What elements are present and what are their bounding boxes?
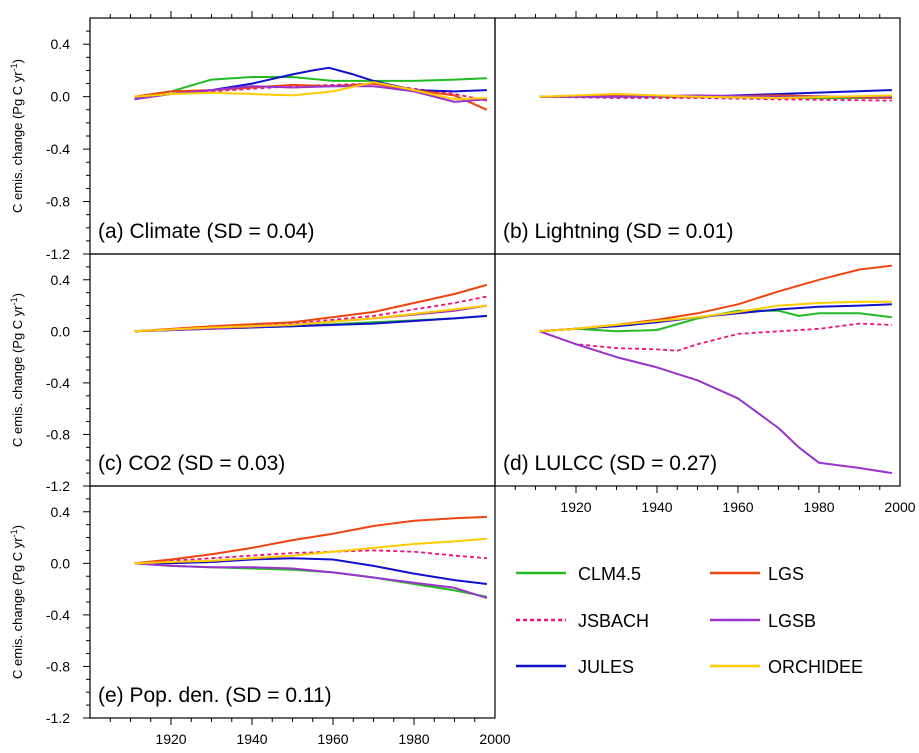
x-tick-label: 1940 — [641, 499, 672, 515]
y-axis-label: C emis. change (Pg C yr-1) — [9, 59, 25, 213]
y-axis-label: C emis. change (Pg C yr-1) — [9, 293, 25, 447]
series-line-clm45 — [539, 309, 893, 333]
series-line-lgs — [539, 264, 893, 333]
series-line-clm45 — [134, 76, 487, 98]
series-line-lgsb — [134, 85, 487, 103]
panel-frame — [89, 17, 496, 255]
x-tick-label: 2000 — [884, 499, 915, 515]
y-tick-label: 0.0 — [51, 89, 71, 105]
legend-label: JSBACH — [578, 611, 649, 631]
series-line-jules — [134, 557, 488, 585]
legend-label: LGS — [768, 564, 804, 584]
panel-a: -1.2 -0.8 -0.4 0.0 0.4 C emis. change (Pg C y… — [9, 11, 496, 262]
y-tick-label: -1.2 — [46, 478, 70, 494]
panel-d: 1920 1940 1960 1980 2000 (d) LULCC (SD = 0.27… — [494, 253, 916, 515]
legend-label: CLM4.5 — [578, 564, 641, 584]
series-line-orchidee — [134, 81, 487, 101]
panel-title: (a) Climate (SD = 0.04) — [98, 220, 314, 243]
panel-e: 1920 1940 1960 1980 2000 -1.2 -0.8 -0.4 0.0 0.4 C … — [9, 485, 511, 747]
series-line-orchidee — [134, 304, 488, 333]
series-line-lgs — [134, 515, 487, 565]
y-tick-label: 0.4 — [51, 36, 71, 52]
legend-label: JULES — [578, 657, 634, 677]
x-tick-label: 1980 — [398, 731, 429, 747]
series-line-orchidee — [539, 300, 892, 333]
x-tick-label: 2000 — [479, 731, 510, 747]
x-tick-label: 1980 — [803, 499, 834, 515]
series-line-orchidee — [539, 93, 892, 99]
series-line-orchidee — [134, 537, 487, 565]
y-tick-label: -1.2 — [46, 246, 70, 262]
panel-c: -1.2 -0.8 -0.4 0.0 0.4 C emis. change (Pg C y… — [9, 253, 496, 494]
panel-title: (b) Lightning (SD = 0.01) — [503, 220, 734, 243]
series-line-clm45 — [134, 562, 488, 598]
y-tick-label: 0.4 — [51, 504, 71, 520]
x-tick-label: 1960 — [722, 499, 753, 515]
legend-item: ORCHIDEE — [710, 657, 863, 677]
y-tick-label: 0.0 — [51, 555, 71, 571]
y-tick-label: -1.2 — [46, 710, 70, 726]
y-axis-label: C emis. change (Pg C yr-1) — [9, 525, 25, 679]
y-tick-label: -0.8 — [46, 658, 70, 674]
series-line-jsbach — [539, 322, 892, 352]
x-tick-label: 1960 — [317, 731, 348, 747]
y-tick-label: -0.4 — [46, 141, 70, 157]
panel-b: (b) Lightning (SD = 0.01) — [494, 11, 901, 255]
y-tick-label: 0.0 — [51, 323, 71, 339]
legend-label: ORCHIDEE — [768, 657, 863, 677]
y-tick-label: -0.8 — [46, 194, 70, 210]
legend-item: LGSB — [710, 611, 816, 631]
series-line-jsbach — [134, 549, 487, 565]
legend-label: LGSB — [768, 611, 816, 631]
series-line-lgsb — [539, 330, 893, 475]
series-line-lgsb — [134, 562, 488, 600]
legend-item: JSBACH — [516, 611, 649, 631]
series-line-lgs — [134, 283, 488, 333]
x-tick-label: 1940 — [236, 731, 267, 747]
panel-title: (e) Pop. den. (SD = 0.11) — [98, 684, 332, 707]
panel-title: (c) CO2 (SD = 0.03) — [98, 452, 285, 475]
y-tick-label: -0.8 — [46, 426, 70, 442]
legend-item: JULES — [516, 657, 634, 677]
legend: CLM4.5 LGS JSBACH LGSB JULES ORCHIDEE — [516, 564, 863, 677]
x-tick-label: 1920 — [155, 731, 186, 747]
legend-item: LGS — [710, 564, 804, 584]
legend-item: CLM4.5 — [516, 564, 641, 584]
y-tick-label: -0.4 — [46, 607, 70, 623]
y-tick-label: 0.4 — [51, 272, 71, 288]
x-tick-label: 1920 — [560, 499, 591, 515]
series-line-lgs — [134, 82, 488, 111]
panel-frame — [494, 17, 901, 255]
panel-title: (d) LULCC (SD = 0.27) — [503, 452, 717, 475]
y-tick-label: -0.4 — [46, 375, 70, 391]
